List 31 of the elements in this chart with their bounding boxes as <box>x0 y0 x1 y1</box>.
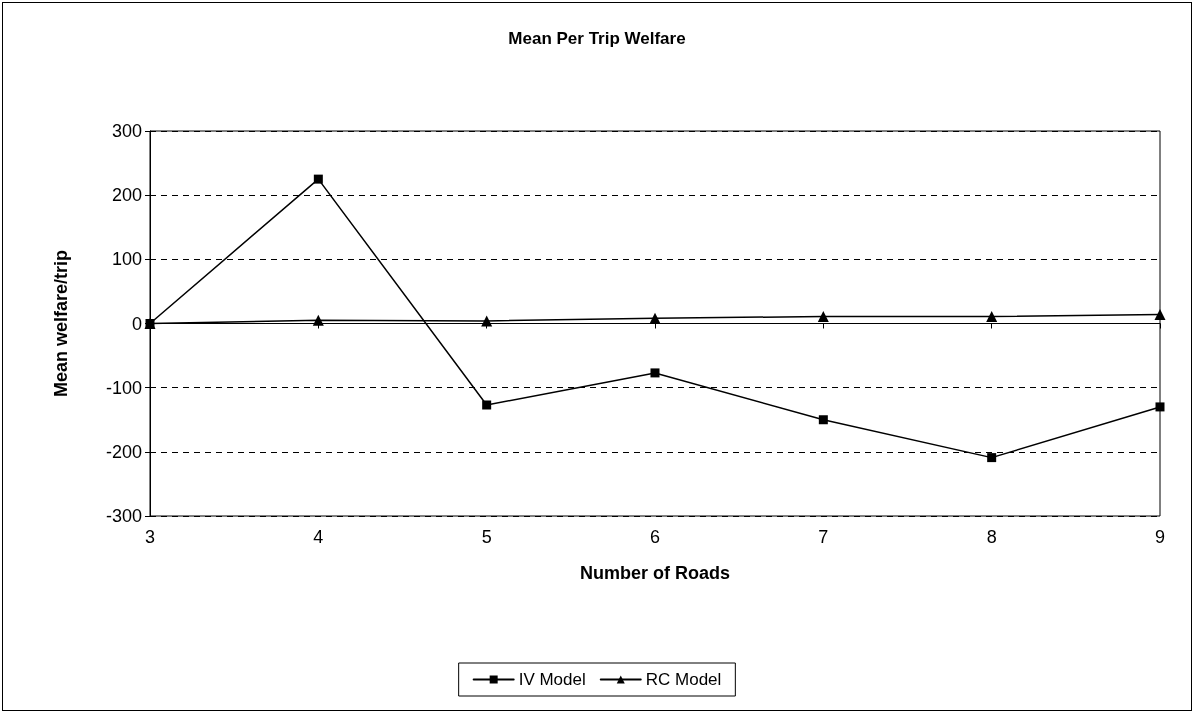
x-tick-label: 7 <box>818 527 829 547</box>
x-tick-label: 5 <box>481 527 492 547</box>
point <box>817 310 829 322</box>
x-tick-label: 8 <box>986 527 997 547</box>
legend-label: RC Model <box>645 670 722 689</box>
point <box>649 312 661 324</box>
point <box>986 310 998 322</box>
y-tick-label: 300 <box>111 121 142 141</box>
point <box>481 315 493 327</box>
x-tick-label: 3 <box>144 527 156 547</box>
point <box>1155 402 1165 412</box>
y-tick-label: 100 <box>111 249 142 270</box>
point <box>987 453 997 463</box>
y-tick-label: 200 <box>111 185 142 206</box>
point <box>312 314 324 326</box>
x-tick-label: 4 <box>313 527 324 547</box>
chart-title: Mean Per Trip Welfare <box>508 29 686 48</box>
y-tick-label: -100 <box>105 377 142 398</box>
point <box>313 174 323 184</box>
x-tick-label: 6 <box>649 527 661 547</box>
legend-label: IV Model <box>518 670 586 689</box>
x-tick-label: 9 <box>1154 527 1166 547</box>
x-axis-title: Number of Roads <box>579 563 731 583</box>
point <box>650 368 660 378</box>
point <box>1154 309 1166 321</box>
y-axis-title: Mean welfare/trip <box>51 249 71 398</box>
point <box>818 415 828 425</box>
y-tick-label: -200 <box>105 441 142 462</box>
point <box>482 400 492 410</box>
y-tick-label: -300 <box>105 506 142 526</box>
y-tick-label: 0 <box>131 313 142 334</box>
